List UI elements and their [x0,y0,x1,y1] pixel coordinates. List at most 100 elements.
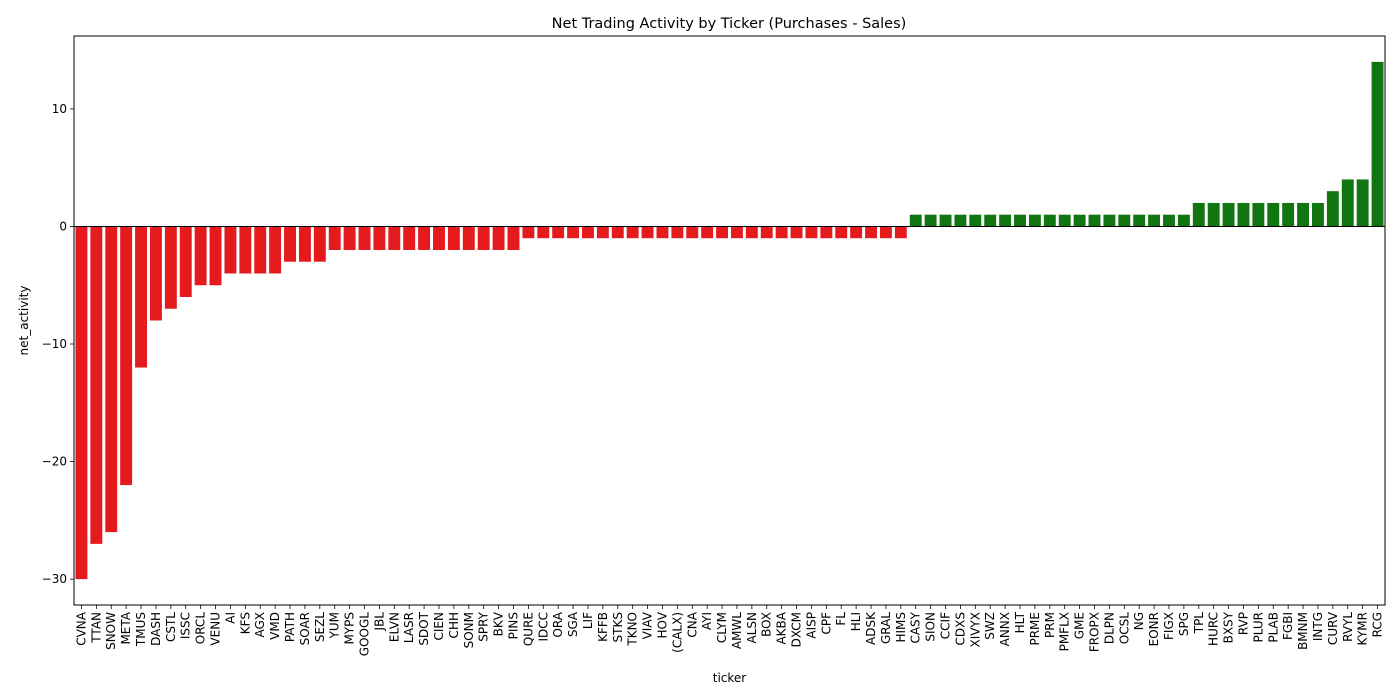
x-tick-label: CNA [685,611,699,637]
bar-HOV [656,226,669,239]
bar-STKS [611,226,624,239]
bar-BXSY [1222,202,1235,227]
bar-HLI [850,226,863,239]
y-tick-label: 10 [52,102,67,116]
bar-FROPX [1088,214,1101,227]
x-tick-label: CASY [909,611,923,643]
bar-META [120,226,133,486]
bar-AMWL [730,226,743,239]
bar-IDCC [537,226,550,239]
bar-CASY [909,214,922,227]
x-tick-label: SPRY [477,611,491,641]
x-tick-label: ADSK [864,611,878,645]
x-tick-label: PATH [283,612,297,642]
bar-LASR [403,226,416,250]
x-tick-label: FL [834,612,848,626]
x-tick-label: KYMR [1356,612,1370,645]
bar-BKV [492,226,505,250]
x-tick-label: GRAL [879,612,893,644]
x-axis: CVNA TTAN SNOW META TMUS DASH CSTL ISSC ORCL VENU… [74,605,1385,656]
x-tick-label: BOX [760,612,774,637]
bar-SPRY [477,226,490,250]
bar-CDXS [954,214,967,227]
x-tick-label: HLI [849,612,863,631]
x-tick-label: SPG [1177,612,1191,636]
x-tick-label: RVYL [1341,612,1355,642]
x-tick-label: ISSC [179,612,193,639]
x-tick-label: SOAR [298,612,312,645]
bar-VENU [209,226,222,286]
bar-FL [835,226,848,239]
x-tick-label: RCG [1371,612,1385,637]
x-tick-label: VIAV [641,611,655,639]
x-tick-label: HLT [1013,611,1027,633]
bar-DXCM [790,226,803,239]
bar-PRM [1043,214,1056,227]
bar-DASH [149,226,162,321]
bar-ADSK [865,226,877,239]
x-tick-label: SNOW [104,612,118,650]
bar-GOOGL [358,226,371,250]
x-tick-label: CURV [1326,611,1340,645]
x-tick-label: SONM [462,612,476,648]
bar-CCIF [939,214,952,227]
bar-ALSN [745,226,758,239]
bar-HLT [1014,214,1026,227]
bar-PINS [507,226,520,250]
bar-CURV [1326,191,1339,227]
bar-SWZ [984,214,997,227]
bar-EONR [1148,214,1161,227]
x-tick-label: SWZ [983,612,997,640]
x-tick-label: PRM [1043,612,1057,638]
y-axis: −30 −20 −10 0 10 [42,102,74,586]
x-tick-label: INTG [1311,612,1325,641]
bar-SGA [567,226,580,239]
x-tick-label: ALSN [745,612,759,644]
bar-TKNO [626,226,639,239]
y-tick-label: 0 [59,219,67,233]
bar-TPL [1192,202,1205,227]
chart-title: Net Trading Activity by Ticker (Purchase… [552,16,907,32]
bar-SION [924,214,937,227]
x-tick-label: (CALX) [670,612,684,653]
x-tick-label: CHH [447,612,461,638]
x-tick-label: PRME [1028,612,1042,646]
x-tick-label: FGBI [1281,612,1295,640]
bar-AKBA [775,226,788,239]
bar-SDOT [418,226,431,250]
x-tick-label: HURC [1207,612,1221,646]
bar-CSTL [164,226,177,309]
bar-TMUS [135,226,147,368]
x-tick-label: FIGX [1162,612,1176,640]
x-tick-label: CPF [819,612,833,635]
x-tick-label: OCSL [1117,612,1131,644]
x-tick-label: ORCL [194,612,208,645]
bar-XIVYX [969,214,982,227]
x-tick-label: STKS [611,612,625,642]
bar-RVP [1237,202,1250,227]
bar-RVYL [1341,179,1354,227]
bar-LIF [582,226,594,239]
x-tick-label: CSTL [164,612,178,642]
bar-ANNX [999,214,1012,227]
x-tick-label: VENU [209,612,223,646]
bar-HURC [1207,202,1220,227]
x-tick-label: LIF [581,612,595,629]
x-tick-label: BKV [492,611,506,636]
x-tick-label: YUM [328,612,342,639]
x-tick-label: MYPS [343,612,357,645]
bar-KFS [239,226,252,274]
bar-FIGX [1163,214,1175,227]
bar-AISP [805,226,818,239]
bars-group [75,61,1384,580]
bar-CNA [686,226,699,239]
bar-SNOW [105,226,118,533]
bar-AI [224,226,237,274]
x-tick-label: PLUR [1251,612,1265,642]
bar-CVNA [75,226,88,580]
bar-QURE [522,226,535,239]
bar-PRME [1028,214,1041,227]
bar-JBL [373,226,386,250]
x-tick-label: AKBA [775,611,789,644]
